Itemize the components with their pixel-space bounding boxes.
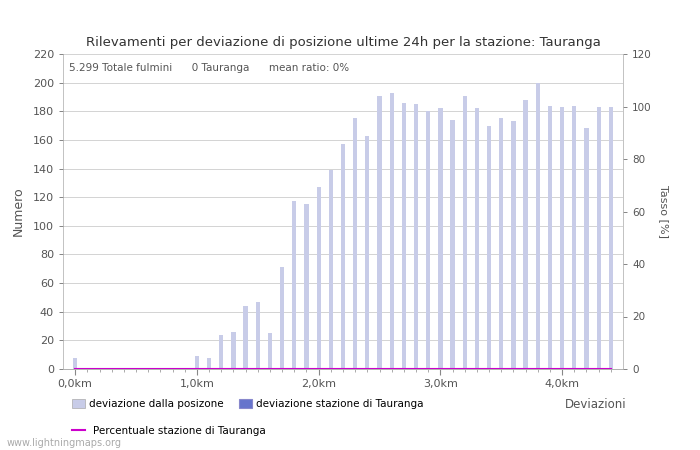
Bar: [511, 122, 516, 369]
Bar: [304, 204, 309, 369]
Bar: [329, 170, 333, 369]
Title: Rilevamenti per deviazione di posizione ultime 24h per la stazione: Tauranga: Rilevamenti per deviazione di posizione …: [85, 36, 601, 49]
Bar: [414, 104, 418, 369]
Legend: Percentuale stazione di Tauranga: Percentuale stazione di Tauranga: [68, 422, 270, 440]
Bar: [609, 107, 613, 369]
Bar: [390, 93, 394, 369]
Bar: [146, 368, 150, 369]
Bar: [536, 83, 540, 369]
Bar: [341, 144, 345, 369]
Bar: [219, 335, 223, 369]
Text: 5.299 Totale fulmini      0 Tauranga      mean ratio: 0%: 5.299 Totale fulmini 0 Tauranga mean rat…: [69, 63, 349, 73]
Bar: [353, 118, 357, 369]
Bar: [207, 358, 211, 369]
Bar: [438, 108, 442, 369]
Text: www.lightningmaps.org: www.lightningmaps.org: [7, 438, 122, 448]
Bar: [244, 306, 248, 369]
Bar: [280, 267, 284, 369]
Bar: [183, 368, 187, 369]
Bar: [195, 356, 199, 369]
Bar: [487, 126, 491, 369]
Y-axis label: Numero: Numero: [11, 187, 25, 236]
Bar: [584, 128, 589, 369]
Bar: [463, 95, 467, 369]
Bar: [170, 368, 175, 369]
Bar: [292, 202, 296, 369]
Bar: [85, 368, 90, 369]
Bar: [134, 368, 138, 369]
Bar: [475, 108, 479, 369]
Bar: [548, 106, 552, 369]
Text: Deviazioni: Deviazioni: [565, 398, 627, 411]
Bar: [402, 103, 406, 369]
Bar: [231, 332, 236, 369]
Bar: [268, 333, 272, 369]
Bar: [524, 100, 528, 369]
Bar: [377, 95, 382, 369]
Bar: [572, 106, 576, 369]
Bar: [110, 368, 114, 369]
Bar: [158, 368, 162, 369]
Bar: [560, 107, 564, 369]
Bar: [316, 187, 321, 369]
Bar: [122, 368, 126, 369]
Bar: [73, 358, 77, 369]
Bar: [256, 302, 260, 369]
Legend: deviazione dalla posizone, deviazione stazione di Tauranga: deviazione dalla posizone, deviazione st…: [68, 395, 428, 413]
Bar: [97, 368, 102, 369]
Bar: [596, 107, 601, 369]
Bar: [365, 135, 370, 369]
Bar: [499, 118, 503, 369]
Y-axis label: Tasso [%]: Tasso [%]: [659, 185, 668, 238]
Bar: [450, 120, 455, 369]
Bar: [426, 111, 430, 369]
